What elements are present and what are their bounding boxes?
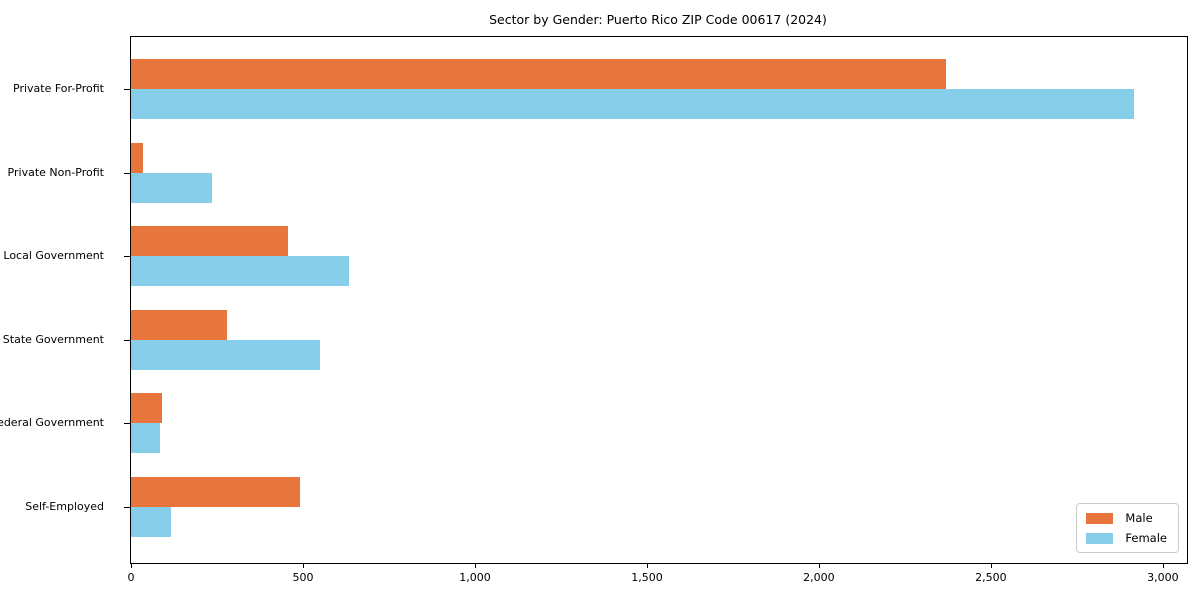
x-tick-label: 2,500 [975, 571, 1007, 584]
y-tick-label-state-government: State Government [2, 332, 104, 346]
y-tick-mark [124, 89, 130, 90]
y-tick-label-federal-government: Federal Government [0, 416, 104, 430]
x-tick-label: 0 [127, 571, 135, 584]
legend-entry-male: Male [1086, 511, 1167, 525]
x-tick-mark [818, 563, 820, 568]
bar-female-federal-government [131, 423, 161, 454]
legend-label-male: Male [1125, 511, 1153, 525]
bar-male-local-government [131, 226, 288, 257]
chart-title: Sector by Gender: Puerto Rico ZIP Code 0… [489, 12, 827, 27]
x-tick-mark [475, 563, 476, 568]
bar-male-state-government [131, 309, 228, 340]
y-tick-mark [124, 507, 130, 508]
x-tick-mark [990, 563, 992, 568]
bar-male-self-employed [131, 477, 300, 507]
bar-female-private-non-profit [131, 172, 212, 203]
plot-area: 0 500 1,000 1,500 2,000 2,500 3,000 Private Fo… [0, 36, 1188, 584]
legend-swatch-male [1086, 512, 1114, 524]
bar-male-federal-government [131, 393, 162, 424]
y-tick-label-local-government: Local Government [3, 249, 104, 263]
y-tick-label-private-for-profit: Private For-Profit [13, 82, 104, 95]
legend-label-female: Female [1125, 531, 1167, 545]
y-tick-label-self-employed: Self-Employed [25, 500, 104, 513]
x-tick-mark [131, 563, 132, 568]
x-tick-mark [647, 563, 648, 568]
bar-female-self-employed [131, 507, 171, 537]
y-tick-mark [124, 256, 130, 258]
x-tick-mark [1162, 563, 1164, 568]
y-tick-mark [124, 423, 130, 425]
legend-swatch-female [1086, 532, 1114, 544]
x-tick-mark [303, 563, 304, 568]
x-tick-label: 2,000 [803, 571, 835, 584]
x-tick-label: 3,000 [1147, 571, 1179, 584]
y-tick-mark [124, 339, 130, 341]
bar-female-local-government [131, 256, 350, 287]
x-tick-label: 500 [292, 571, 314, 584]
x-tick-label: 1,000 [459, 571, 491, 584]
bar-female-state-government [131, 339, 321, 370]
y-tick-label-private-non-profit: Private Non-Profit [7, 165, 104, 179]
bar-male-private-for-profit [131, 59, 947, 89]
y-tick-mark [124, 172, 130, 174]
legend: Male Female [1076, 503, 1179, 553]
bar-female-private-for-profit [131, 89, 1134, 119]
x-tick-label: 1,500 [631, 571, 663, 584]
bar-male-private-non-profit [131, 142, 143, 173]
legend-entry-female: Female [1086, 531, 1167, 545]
